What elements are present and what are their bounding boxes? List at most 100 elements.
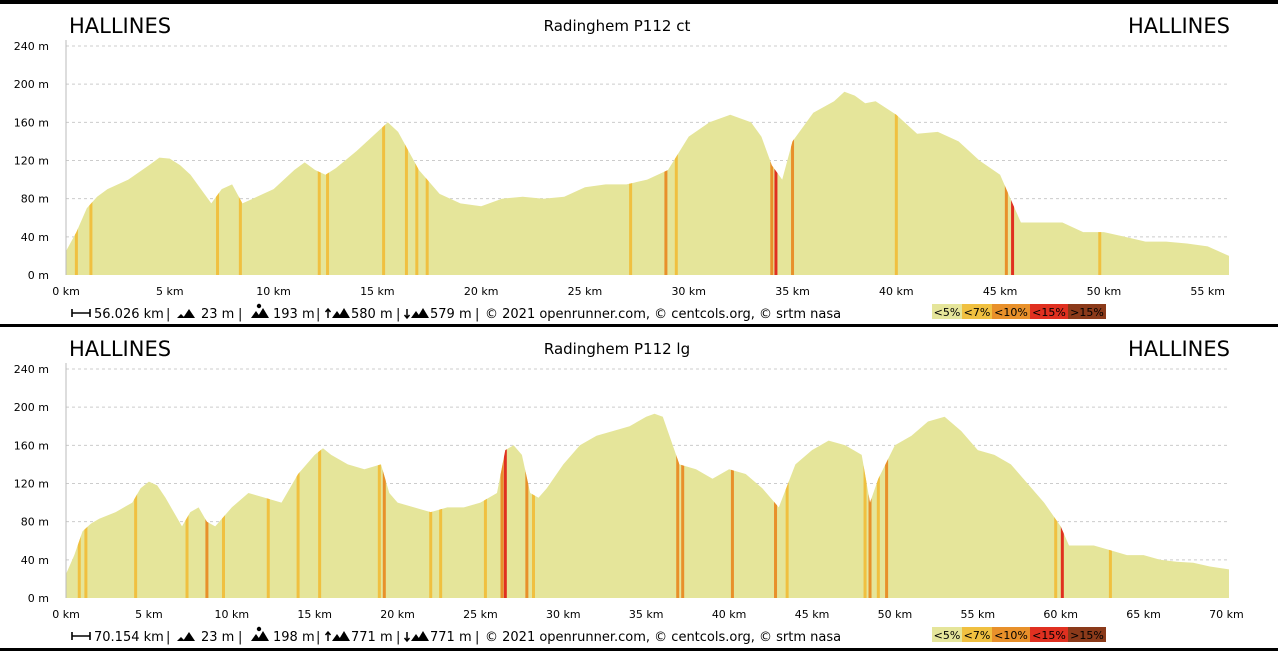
legend-label: <7% <box>964 629 991 642</box>
x-tick-label: 50 km <box>878 608 913 621</box>
stat-separator: | <box>316 307 320 322</box>
x-tick-label: 30 km <box>546 608 581 621</box>
gradient-band <box>674 91 678 275</box>
gradient-band <box>503 413 507 598</box>
gradient-band <box>1098 91 1102 275</box>
gradient-band <box>894 91 898 275</box>
credits-text: © 2021 openrunner.com, © centcols.org, ©… <box>485 307 841 322</box>
gradient-band <box>439 413 443 598</box>
gradient-band <box>377 413 381 598</box>
x-tick-label: 50 km <box>1087 285 1122 298</box>
gradient-band <box>525 413 529 598</box>
x-tick-label: 40 km <box>712 608 747 621</box>
x-tick-label: 15 km <box>297 608 332 621</box>
y-tick-label: 240 m <box>14 363 49 376</box>
y-tick-label: 40 m <box>21 231 49 244</box>
x-tick-label: 60 km <box>1043 608 1078 621</box>
stats-line: 70.154 km | 23 m | 198 m | 771 m | 771 m | © 2021 … <box>71 626 841 645</box>
min-altitude-icon <box>177 632 195 641</box>
legend-swatch <box>962 627 992 642</box>
stat-max-altitude: 198 m <box>273 630 315 645</box>
gradient-band <box>77 413 81 598</box>
gradient-band <box>84 413 88 598</box>
gradient-legend: <5% <7% <10% <15% >15% <box>932 627 1106 642</box>
gradient-band <box>318 413 322 598</box>
legend-swatch <box>932 627 962 642</box>
y-tick-label: 160 m <box>14 116 49 129</box>
gradient-band <box>134 413 138 598</box>
gradient-band <box>774 413 778 598</box>
gradient-band <box>676 413 680 598</box>
x-tick-label: 20 km <box>464 285 499 298</box>
credits-text: © 2021 openrunner.com, © centcols.org, ©… <box>485 630 841 645</box>
y-tick-label: 200 m <box>14 401 49 414</box>
legend-swatch <box>962 304 992 319</box>
profile-panel-1: 0 m 40 m 80 m 120 m 160 m 200 m 240 m 0 km 5 km 1… <box>14 14 1230 322</box>
x-tick-label: 5 km <box>156 285 184 298</box>
gradient-band <box>868 413 872 598</box>
gradient-band <box>531 413 535 598</box>
gradient-band <box>791 91 795 275</box>
elevation-area <box>66 91 1229 275</box>
stat-max-altitude: 193 m <box>273 307 315 322</box>
gradient-band <box>1011 91 1015 275</box>
descent-mountain-icon <box>411 631 429 641</box>
chart-title: Radinghem P112 lg <box>544 340 690 358</box>
stat-separator: | <box>396 307 400 322</box>
x-tick-label: 70 km <box>1209 608 1244 621</box>
legend-label: <15% <box>1032 306 1066 319</box>
legend-label: <15% <box>1032 629 1066 642</box>
gradient-band <box>415 91 419 275</box>
gradient-band <box>885 413 889 598</box>
x-tick-label: 55 km <box>1190 285 1225 298</box>
y-tick-label: 0 m <box>28 269 49 282</box>
max-altitude-dot-icon <box>256 626 262 632</box>
max-altitude-dot-icon <box>256 303 262 309</box>
gradient-band <box>425 91 429 275</box>
x-tick-label: 25 km <box>463 608 498 621</box>
gradient-band <box>1054 413 1058 598</box>
x-tick-label: 40 km <box>879 285 914 298</box>
gradient-band <box>483 413 487 598</box>
stat-distance: 70.154 km <box>94 630 164 645</box>
gradient-band <box>221 413 225 598</box>
stat-descent: 771 m <box>430 630 472 645</box>
gradient-band <box>785 413 789 598</box>
legend-swatch <box>992 304 1030 319</box>
stat-distance: 56.026 km <box>94 307 164 322</box>
legend-label: <5% <box>934 629 961 642</box>
gradient-band <box>382 413 386 598</box>
stat-ascent: 580 m <box>351 307 393 322</box>
legend-label: <10% <box>994 629 1028 642</box>
descent-mountain-icon <box>411 308 429 318</box>
gradient-band <box>317 91 321 275</box>
gradient-band <box>1108 413 1112 598</box>
stat-separator: | <box>238 630 242 645</box>
gradient-band <box>382 91 386 275</box>
stat-separator: | <box>396 630 400 645</box>
stat-descent: 579 m <box>430 307 472 322</box>
stat-separator: | <box>316 630 320 645</box>
stat-min-altitude: 23 m <box>201 630 234 645</box>
legend-label: >15% <box>1070 306 1104 319</box>
y-tick-label: 160 m <box>14 439 49 452</box>
ascent-icon <box>324 630 332 641</box>
x-tick-label: 15 km <box>360 285 395 298</box>
x-tick-label: 65 km <box>1126 608 1161 621</box>
legend-label: <5% <box>934 306 961 319</box>
descent-icon <box>403 309 411 320</box>
y-tick-label: 80 m <box>21 193 49 206</box>
stat-separator: | <box>166 307 170 322</box>
chart-title: Radinghem P112 ct <box>544 17 691 35</box>
stat-ascent: 771 m <box>351 630 393 645</box>
gradient-band <box>681 413 685 598</box>
gradient-band <box>1060 413 1064 598</box>
gradient-band <box>863 413 867 598</box>
x-tick-label: 20 km <box>380 608 415 621</box>
end-place-label: HALLINES <box>1128 14 1230 38</box>
x-tick-label: 45 km <box>983 285 1018 298</box>
gradient-legend: <5% <7% <10% <15% >15% <box>932 304 1106 319</box>
stat-separator: | <box>475 630 479 645</box>
ascent-mountain-icon <box>332 631 350 641</box>
